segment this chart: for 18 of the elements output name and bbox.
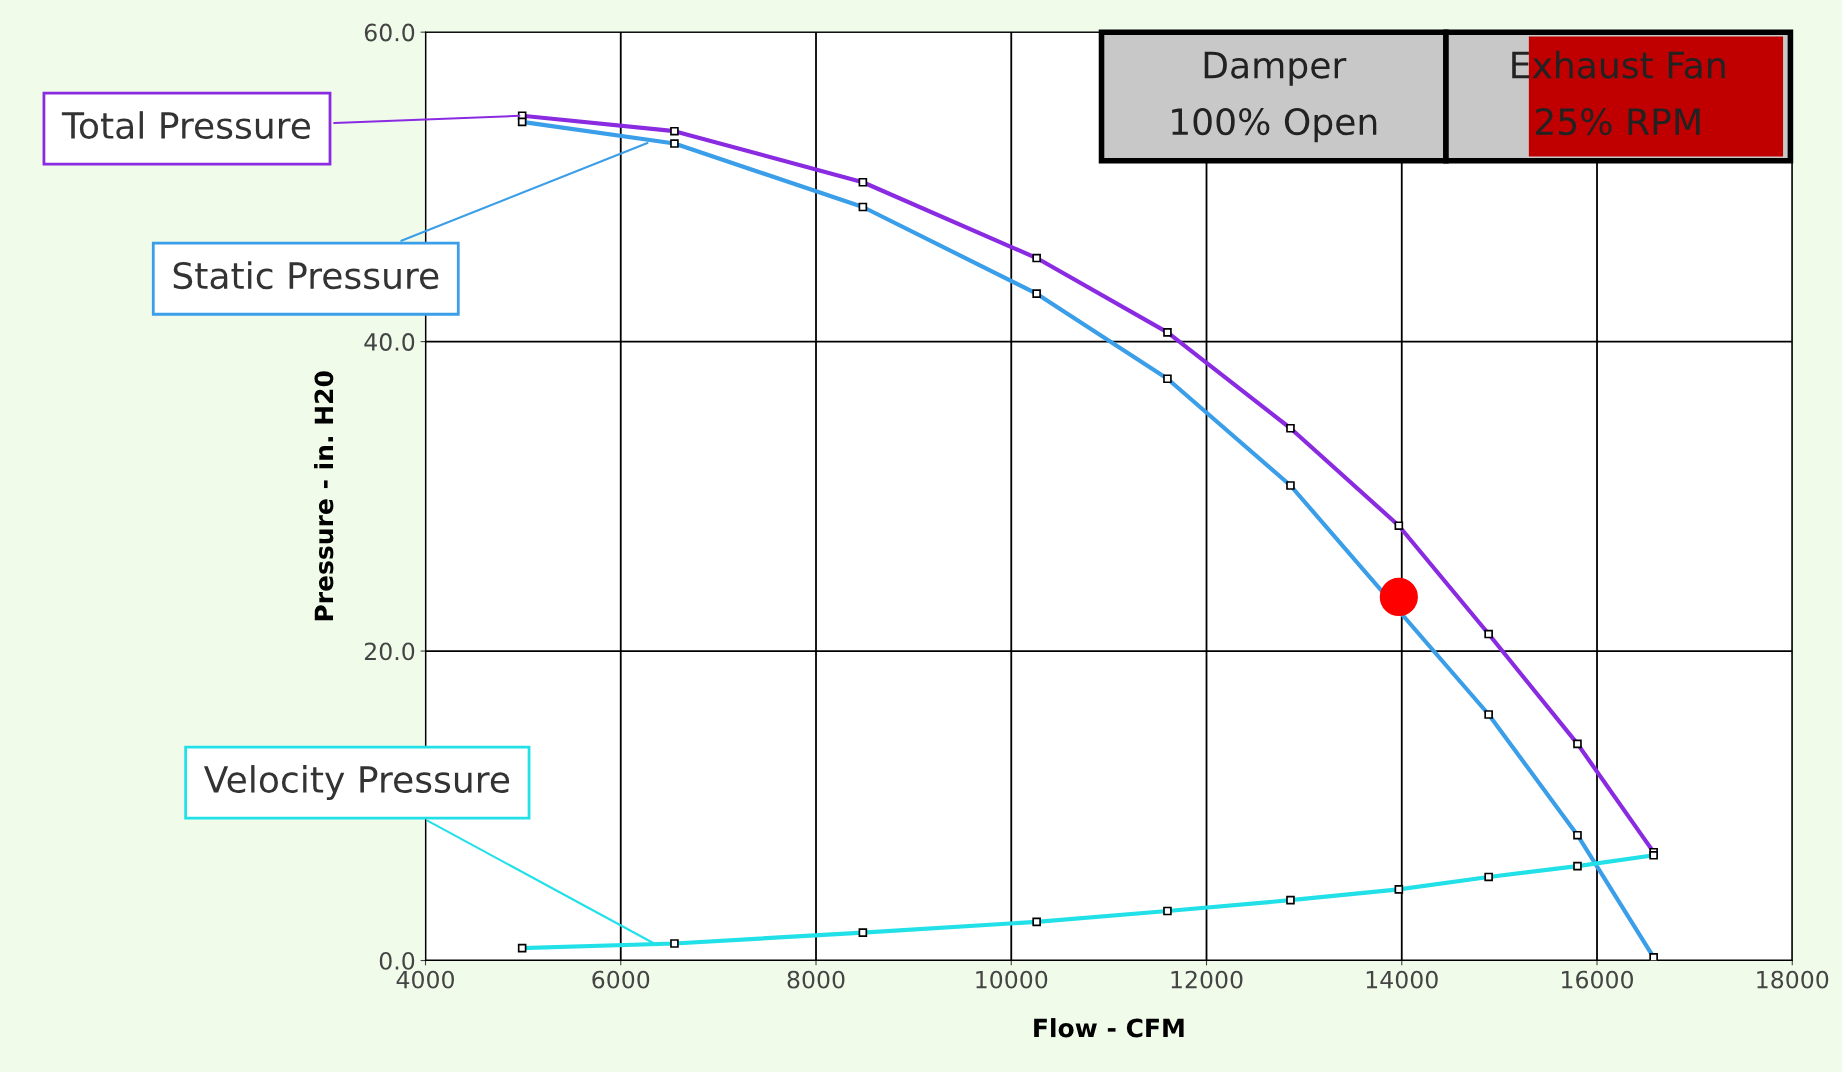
y-tick-label: 60.0 <box>364 23 415 42</box>
annotation: Static Pressure <box>173 261 439 290</box>
y-tick-label: 0.0 <box>379 951 415 970</box>
annotation: Total Pressure <box>61 111 311 140</box>
annotation: Damper 100% Open <box>1172 51 1377 143</box>
x-tick-label: 18000 <box>1757 970 1829 989</box>
annotation: Velocity Pressure <box>203 765 510 801</box>
x-tick-label: 14000 <box>1366 970 1438 989</box>
y-tick-label: 20.0 <box>364 642 415 661</box>
x-tick-label: 12000 <box>1171 970 1243 989</box>
x-tick-label: 10000 <box>976 970 1048 989</box>
x-tick-label: 8000 <box>787 970 845 989</box>
x-tick-label: 4000 <box>396 970 454 989</box>
x-axis-title: Flow - CFM <box>1034 1018 1184 1038</box>
x-tick-label: 16000 <box>1562 970 1633 989</box>
y-axis-title: Pressure - in. H20 <box>314 371 334 621</box>
x-tick-label: 6000 <box>592 970 650 989</box>
y-tick-label: 40.0 <box>364 333 415 351</box>
